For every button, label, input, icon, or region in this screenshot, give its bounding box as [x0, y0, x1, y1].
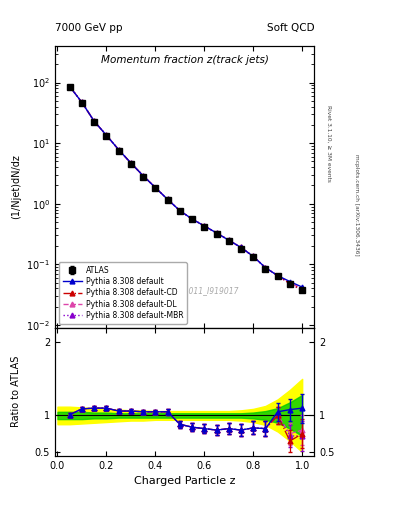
Y-axis label: Ratio to ATLAS: Ratio to ATLAS [11, 356, 21, 428]
Pythia 8.308 default-DL [251, 253, 255, 260]
Pythia 8.308 default-CD [190, 216, 195, 222]
Line: Pythia 8.308 default-CD: Pythia 8.308 default-CD [67, 84, 305, 292]
Pythia 8.308 default [275, 272, 280, 279]
Pythia 8.308 default [104, 132, 109, 138]
Pythia 8.308 default-CD [129, 160, 133, 166]
Text: ATLAS_2011_I919017: ATLAS_2011_I919017 [156, 287, 239, 295]
Pythia 8.308 default-DL [67, 83, 72, 90]
Line: Pythia 8.308 default-DL: Pythia 8.308 default-DL [67, 84, 305, 291]
Pythia 8.308 default [263, 265, 268, 271]
Pythia 8.308 default [202, 223, 207, 229]
Pythia 8.308 default-MBR [239, 244, 243, 250]
Pythia 8.308 default-DL [202, 223, 207, 229]
Pythia 8.308 default-DL [153, 184, 158, 190]
Pythia 8.308 default-CD [141, 173, 145, 179]
Pythia 8.308 default-MBR [251, 253, 255, 260]
Text: Soft QCD: Soft QCD [267, 23, 314, 33]
Pythia 8.308 default-MBR [165, 196, 170, 202]
Pythia 8.308 default-CD [251, 253, 255, 260]
Pythia 8.308 default-CD [153, 184, 158, 190]
Text: mcplots.cern.ch [arXiv:1306.3436]: mcplots.cern.ch [arXiv:1306.3436] [354, 154, 359, 255]
Pythia 8.308 default-CD [214, 230, 219, 236]
Pythia 8.308 default-DL [79, 99, 84, 105]
Pythia 8.308 default [153, 184, 158, 190]
Pythia 8.308 default-DL [239, 244, 243, 250]
Pythia 8.308 default-DL [190, 216, 195, 222]
Legend: ATLAS, Pythia 8.308 default, Pythia 8.308 default-CD, Pythia 8.308 default-DL, P: ATLAS, Pythia 8.308 default, Pythia 8.30… [59, 262, 187, 324]
Pythia 8.308 default [92, 118, 97, 124]
Pythia 8.308 default-MBR [67, 83, 72, 90]
Pythia 8.308 default-MBR [92, 118, 97, 124]
Pythia 8.308 default-MBR [275, 272, 280, 279]
Pythia 8.308 default-DL [300, 285, 305, 291]
Pythia 8.308 default [116, 146, 121, 153]
Pythia 8.308 default-CD [275, 272, 280, 279]
Pythia 8.308 default-DL [116, 146, 121, 153]
Pythia 8.308 default-DL [104, 132, 109, 138]
Pythia 8.308 default [251, 253, 255, 260]
Pythia 8.308 default-CD [288, 281, 292, 287]
Pythia 8.308 default-CD [226, 237, 231, 243]
Pythia 8.308 default-DL [214, 230, 219, 236]
Pythia 8.308 default-MBR [116, 146, 121, 153]
Pythia 8.308 default [67, 83, 72, 90]
Pythia 8.308 default-CD [202, 223, 207, 229]
Pythia 8.308 default-MBR [226, 237, 231, 243]
Pythia 8.308 default-CD [116, 146, 121, 153]
Pythia 8.308 default-DL [92, 118, 97, 124]
Pythia 8.308 default [129, 160, 133, 166]
Pythia 8.308 default-MBR [214, 230, 219, 236]
Pythia 8.308 default-DL [129, 160, 133, 166]
Pythia 8.308 default-DL [275, 272, 280, 279]
Pythia 8.308 default-MBR [141, 173, 145, 179]
Pythia 8.308 default-DL [263, 265, 268, 271]
Pythia 8.308 default-CD [263, 265, 268, 271]
Pythia 8.308 default-MBR [288, 281, 292, 287]
Pythia 8.308 default-MBR [202, 223, 207, 229]
Pythia 8.308 default [214, 230, 219, 236]
Pythia 8.308 default-DL [226, 237, 231, 243]
Pythia 8.308 default-MBR [104, 132, 109, 138]
Pythia 8.308 default [141, 173, 145, 179]
Line: Pythia 8.308 default: Pythia 8.308 default [67, 84, 305, 290]
Text: Rivet 3.1.10, ≥ 3M events: Rivet 3.1.10, ≥ 3M events [326, 105, 331, 182]
X-axis label: Charged Particle z: Charged Particle z [134, 476, 235, 486]
Pythia 8.308 default-DL [178, 207, 182, 214]
Pythia 8.308 default [226, 237, 231, 243]
Pythia 8.308 default-CD [79, 99, 84, 105]
Pythia 8.308 default [300, 284, 305, 290]
Pythia 8.308 default [190, 216, 195, 222]
Pythia 8.308 default-DL [141, 173, 145, 179]
Pythia 8.308 default [178, 207, 182, 214]
Pythia 8.308 default [79, 99, 84, 105]
Pythia 8.308 default-MBR [178, 207, 182, 214]
Pythia 8.308 default [288, 279, 292, 285]
Pythia 8.308 default-CD [92, 118, 97, 124]
Pythia 8.308 default-MBR [79, 99, 84, 105]
Pythia 8.308 default-DL [165, 196, 170, 202]
Pythia 8.308 default-CD [67, 83, 72, 90]
Pythia 8.308 default-CD [104, 132, 109, 138]
Y-axis label: (1/Njet)dN/dz: (1/Njet)dN/dz [11, 155, 21, 219]
Pythia 8.308 default-MBR [129, 160, 133, 166]
Pythia 8.308 default-MBR [190, 216, 195, 222]
Pythia 8.308 default [165, 196, 170, 202]
Pythia 8.308 default-MBR [263, 265, 268, 271]
Pythia 8.308 default-MBR [300, 287, 305, 293]
Text: Momentum fraction z(track jets): Momentum fraction z(track jets) [101, 55, 269, 65]
Pythia 8.308 default-CD [239, 244, 243, 250]
Pythia 8.308 default-DL [288, 280, 292, 286]
Pythia 8.308 default-CD [300, 287, 305, 293]
Line: Pythia 8.308 default-MBR: Pythia 8.308 default-MBR [67, 84, 305, 293]
Pythia 8.308 default-CD [178, 207, 182, 214]
Text: 7000 GeV pp: 7000 GeV pp [55, 23, 123, 33]
Pythia 8.308 default-CD [165, 196, 170, 202]
Pythia 8.308 default-MBR [153, 184, 158, 190]
Pythia 8.308 default [239, 244, 243, 250]
